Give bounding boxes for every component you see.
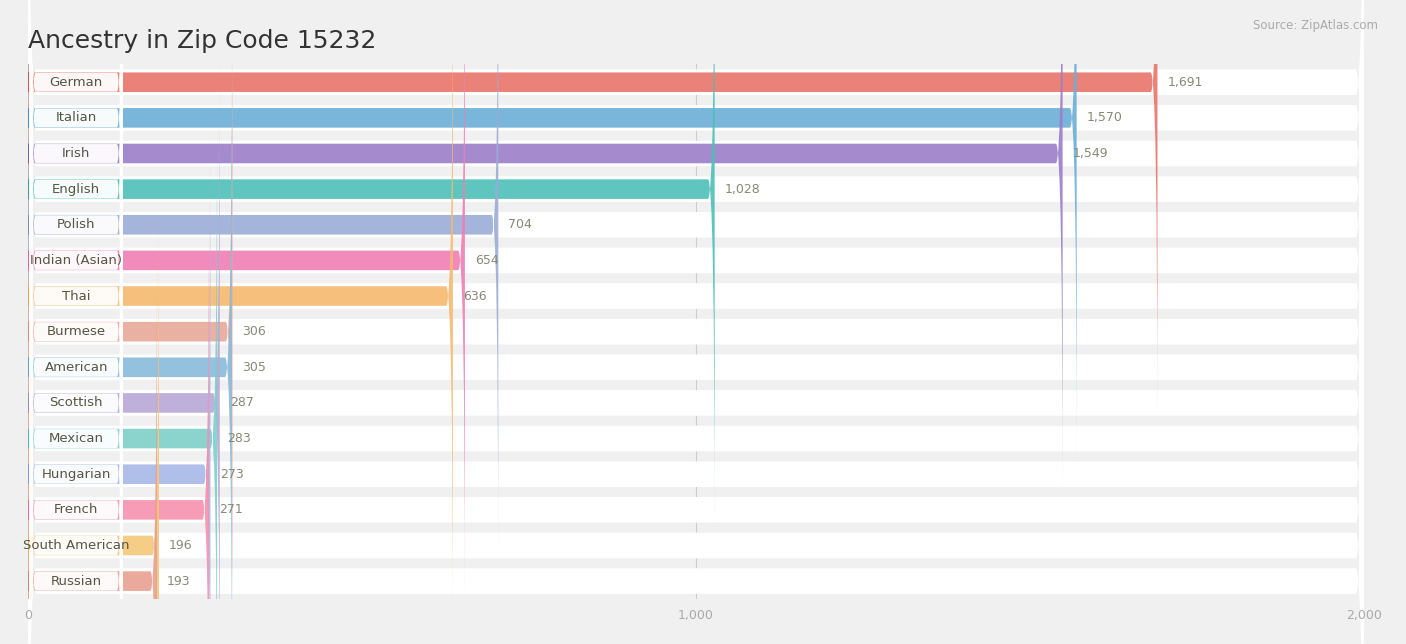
Text: German: German [49,76,103,89]
Text: Polish: Polish [58,218,96,231]
FancyBboxPatch shape [28,0,1364,639]
Text: 1,549: 1,549 [1073,147,1108,160]
FancyBboxPatch shape [28,0,465,607]
FancyBboxPatch shape [28,57,219,644]
Text: 704: 704 [509,218,533,231]
FancyBboxPatch shape [28,0,1364,644]
Text: South American: South American [22,539,129,552]
FancyBboxPatch shape [30,56,122,644]
Text: French: French [53,504,98,516]
FancyBboxPatch shape [28,131,1364,644]
FancyBboxPatch shape [30,0,122,500]
Text: Italian: Italian [56,111,97,124]
Text: 305: 305 [242,361,266,374]
FancyBboxPatch shape [28,0,1364,644]
Text: 271: 271 [219,504,243,516]
Text: Scottish: Scottish [49,397,103,410]
FancyBboxPatch shape [30,21,122,643]
FancyBboxPatch shape [30,0,122,572]
FancyBboxPatch shape [28,0,1364,497]
FancyBboxPatch shape [28,234,157,644]
Text: Thai: Thai [62,290,90,303]
FancyBboxPatch shape [30,198,122,644]
FancyBboxPatch shape [28,0,1364,604]
FancyBboxPatch shape [28,166,1364,644]
FancyBboxPatch shape [28,0,1364,644]
FancyBboxPatch shape [28,0,1077,464]
FancyBboxPatch shape [30,0,122,465]
FancyBboxPatch shape [28,95,1364,644]
Text: American: American [45,361,108,374]
FancyBboxPatch shape [28,59,1364,644]
FancyBboxPatch shape [28,0,453,643]
FancyBboxPatch shape [28,0,1364,568]
FancyBboxPatch shape [28,0,1063,500]
FancyBboxPatch shape [30,234,122,644]
FancyBboxPatch shape [28,199,159,644]
FancyBboxPatch shape [30,0,122,536]
Text: 273: 273 [221,468,245,480]
FancyBboxPatch shape [28,0,1157,429]
Text: 287: 287 [229,397,253,410]
FancyBboxPatch shape [30,0,122,393]
Text: 636: 636 [463,290,486,303]
FancyBboxPatch shape [28,0,1364,533]
FancyBboxPatch shape [28,0,1364,644]
Text: 283: 283 [228,432,250,445]
FancyBboxPatch shape [30,163,122,644]
Text: Russian: Russian [51,574,101,587]
Text: Source: ZipAtlas.com: Source: ZipAtlas.com [1253,19,1378,32]
Text: 1,028: 1,028 [724,183,761,196]
FancyBboxPatch shape [28,0,498,571]
FancyBboxPatch shape [30,128,122,644]
Text: Burmese: Burmese [46,325,105,338]
FancyBboxPatch shape [28,24,1364,644]
Text: Irish: Irish [62,147,90,160]
FancyBboxPatch shape [30,0,122,429]
Text: 1,570: 1,570 [1087,111,1122,124]
FancyBboxPatch shape [30,270,122,644]
FancyBboxPatch shape [28,164,209,644]
Text: 1,691: 1,691 [1167,76,1204,89]
FancyBboxPatch shape [28,0,714,536]
Text: Ancestry in Zip Code 15232: Ancestry in Zip Code 15232 [28,29,377,53]
Text: Indian (Asian): Indian (Asian) [30,254,122,267]
FancyBboxPatch shape [28,92,217,644]
Text: English: English [52,183,100,196]
Text: 196: 196 [169,539,193,552]
Text: Hungarian: Hungarian [42,468,111,480]
FancyBboxPatch shape [28,0,232,644]
FancyBboxPatch shape [30,0,122,607]
Text: Mexican: Mexican [49,432,104,445]
FancyBboxPatch shape [28,0,1364,644]
FancyBboxPatch shape [28,128,211,644]
Text: 654: 654 [475,254,499,267]
FancyBboxPatch shape [28,21,232,644]
Text: 306: 306 [242,325,266,338]
Text: 193: 193 [167,574,191,587]
FancyBboxPatch shape [30,91,122,644]
